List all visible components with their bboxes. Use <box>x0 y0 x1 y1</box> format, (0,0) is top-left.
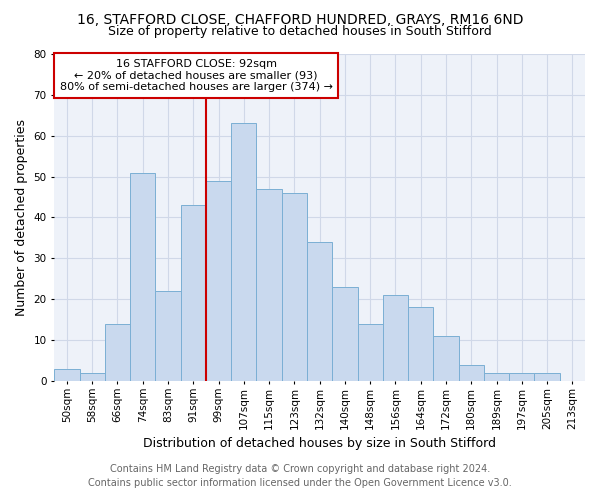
Bar <box>332 287 358 381</box>
Bar <box>55 368 80 381</box>
Bar <box>408 308 433 381</box>
Bar <box>206 180 231 381</box>
Bar <box>80 373 105 381</box>
Y-axis label: Number of detached properties: Number of detached properties <box>15 119 28 316</box>
Bar <box>105 324 130 381</box>
Bar <box>509 373 535 381</box>
Text: Contains HM Land Registry data © Crown copyright and database right 2024.
Contai: Contains HM Land Registry data © Crown c… <box>88 464 512 487</box>
Bar <box>155 291 181 381</box>
Bar <box>282 193 307 381</box>
X-axis label: Distribution of detached houses by size in South Stifford: Distribution of detached houses by size … <box>143 437 496 450</box>
Bar <box>458 364 484 381</box>
Bar <box>383 295 408 381</box>
Text: Size of property relative to detached houses in South Stifford: Size of property relative to detached ho… <box>108 25 492 38</box>
Bar <box>256 189 282 381</box>
Text: 16, STAFFORD CLOSE, CHAFFORD HUNDRED, GRAYS, RM16 6ND: 16, STAFFORD CLOSE, CHAFFORD HUNDRED, GR… <box>77 12 523 26</box>
Bar <box>358 324 383 381</box>
Bar <box>433 336 458 381</box>
Text: 16 STAFFORD CLOSE: 92sqm
← 20% of detached houses are smaller (93)
80% of semi-d: 16 STAFFORD CLOSE: 92sqm ← 20% of detach… <box>59 59 332 92</box>
Bar <box>181 205 206 381</box>
Bar <box>231 124 256 381</box>
Bar <box>307 242 332 381</box>
Bar <box>130 172 155 381</box>
Bar <box>535 373 560 381</box>
Bar <box>484 373 509 381</box>
